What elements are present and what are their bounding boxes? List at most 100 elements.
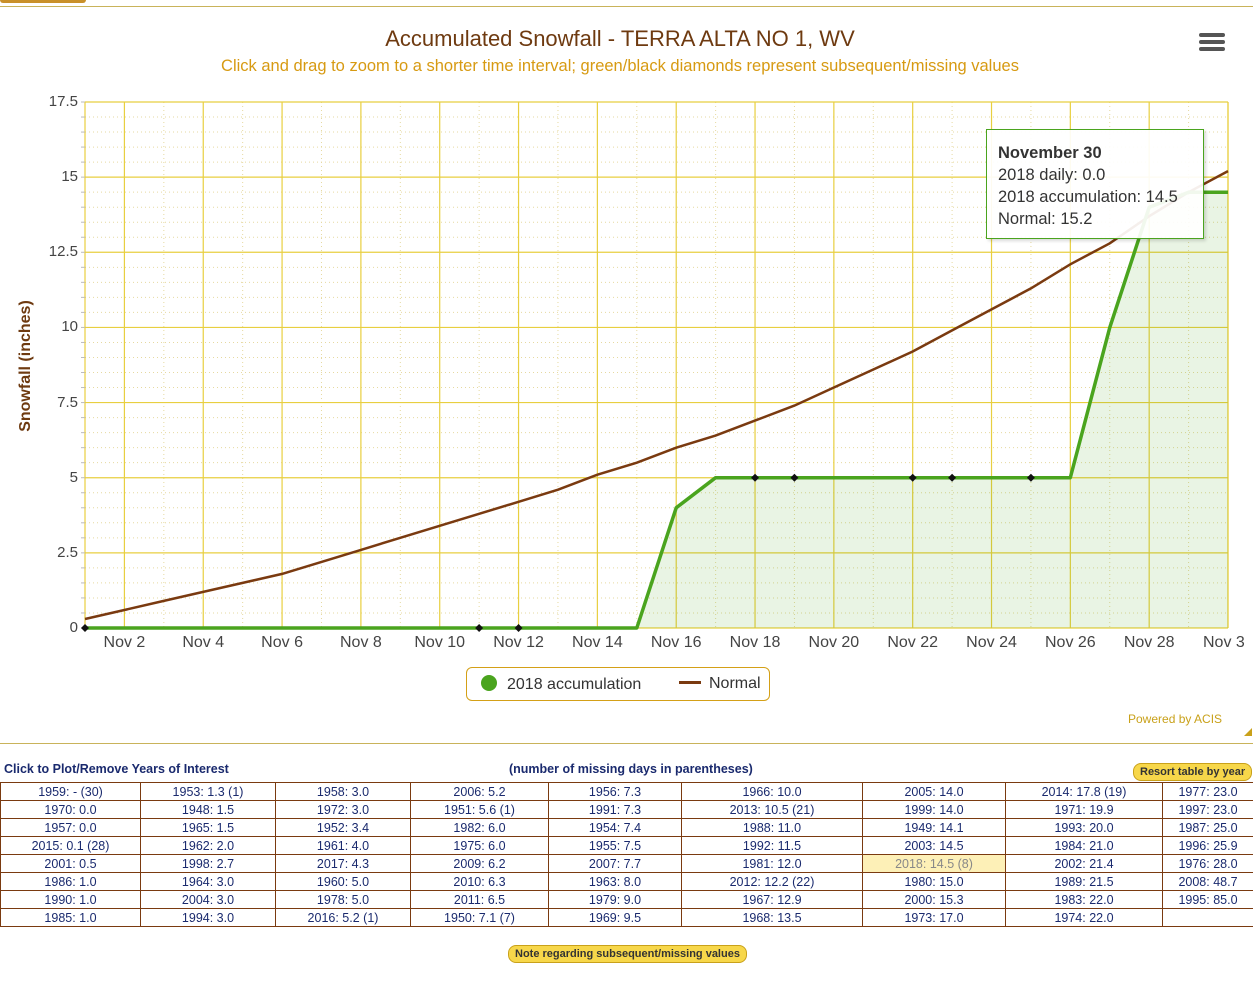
year-cell[interactable]: 1976: 28.0	[1162, 854, 1253, 873]
year-cell[interactable]: 1980: 15.0	[862, 872, 1006, 891]
x-tick-label: Nov 16	[650, 634, 702, 651]
missing-diamond	[81, 624, 89, 632]
year-cell[interactable]: 1952: 3.4	[275, 818, 411, 837]
tooltip-accumulation: 2018 accumulation: 14.5	[998, 188, 1178, 206]
credit-link[interactable]: Powered by ACIS	[1128, 712, 1223, 726]
year-cell[interactable]: 1965: 1.5	[140, 818, 276, 837]
hamburger-menu-icon[interactable]	[1196, 30, 1228, 60]
year-cell[interactable]: 2000: 15.3	[862, 890, 1006, 909]
year-cell[interactable]: 1990: 1.0	[0, 890, 141, 909]
table-row: 2001: 0.5 1998: 2.7 2017: 4.3 2009: 6.2 2007…	[0, 854, 1253, 873]
year-cell[interactable]: 1975: 6.0	[410, 836, 549, 855]
year-cell[interactable]: 1995: 85.0	[1162, 890, 1253, 909]
year-cell[interactable]: 1967: 12.9	[681, 890, 863, 909]
year-cell[interactable]: 1999: 14.0	[862, 800, 1006, 819]
x-tick-label: Nov 8	[339, 634, 382, 651]
tooltip-date: November 30	[998, 144, 1102, 162]
chart-svg[interactable]	[0, 8, 1253, 743]
legend-item-2018[interactable]: 2018 accumulation	[481, 675, 641, 694]
year-cell[interactable]: 1985: 1.0	[0, 908, 141, 927]
year-cell[interactable]: 2009: 6.2	[410, 854, 549, 873]
legend-label-normal: Normal	[709, 675, 761, 692]
year-cell[interactable]: 2018: 14.5 (8)	[862, 854, 1006, 873]
year-cell[interactable]: 1972: 3.0	[275, 800, 411, 819]
year-cell[interactable]: 1959: - (30)	[0, 782, 141, 801]
year-cell[interactable]: 1950: 7.1 (7)	[410, 908, 549, 927]
year-cell[interactable]: 1997: 23.0	[1162, 800, 1253, 819]
year-cell[interactable]: 1989: 21.5	[1005, 872, 1163, 891]
year-cell[interactable]: 1962: 2.0	[140, 836, 276, 855]
chart-container[interactable]: Accumulated Snowfall - TERRA ALTA NO 1, …	[0, 8, 1253, 743]
year-cell[interactable]: 1981: 12.0	[681, 854, 863, 873]
year-cell[interactable]: 2013: 10.5 (21)	[681, 800, 863, 819]
year-cell[interactable]: 2014: 17.8 (19)	[1005, 782, 1163, 801]
year-cell[interactable]: 1951: 5.6 (1)	[410, 800, 549, 819]
year-cell[interactable]: 1954: 7.4	[548, 818, 682, 837]
year-cell[interactable]: 1970: 0.0	[0, 800, 141, 819]
year-cell[interactable]: 1953: 1.3 (1)	[140, 782, 276, 801]
x-tick-label: Nov 14	[572, 634, 623, 651]
year-cell[interactable]: 1964: 3.0	[140, 872, 276, 891]
x-tick-label: Nov 24	[966, 634, 1017, 651]
missing-diamond	[790, 473, 799, 482]
year-cell[interactable]: 2004: 3.0	[140, 890, 276, 909]
resort-table-button[interactable]: Resort table by year	[1133, 763, 1253, 781]
year-cell[interactable]: 1961: 4.0	[275, 836, 411, 855]
bottom-divider	[0, 743, 1253, 744]
year-cell[interactable]: 2001: 0.5	[0, 854, 141, 873]
year-cell[interactable]: 2016: 5.2 (1)	[275, 908, 411, 927]
year-cell[interactable]: 2002: 21.4	[1005, 854, 1163, 873]
year-cell[interactable]: 1971: 19.9	[1005, 800, 1163, 819]
year-cell[interactable]: 1979: 9.0	[548, 890, 682, 909]
resize-handle-icon[interactable]	[1244, 728, 1252, 736]
year-cell[interactable]: 1958: 3.0	[275, 782, 411, 801]
year-cell[interactable]: 1955: 7.5	[548, 836, 682, 855]
tooltip-daily: 2018 daily: 0.0	[998, 166, 1106, 184]
year-cell[interactable]: 2017: 4.3	[275, 854, 411, 873]
year-cell[interactable]: 1968: 13.5	[681, 908, 863, 927]
chart-subtitle: Click and drag to zoom to a shorter time…	[221, 57, 1019, 75]
year-cell[interactable]: 1973: 17.0	[862, 908, 1006, 927]
missing-diamond	[514, 624, 523, 632]
year-cell[interactable]: 1991: 7.3	[548, 800, 682, 819]
year-cell[interactable]: 1978: 5.0	[275, 890, 411, 909]
year-cell[interactable]: 2015: 0.1 (28)	[0, 836, 141, 855]
year-cell[interactable]: 1969: 9.5	[548, 908, 682, 927]
year-cell[interactable]: 2003: 14.5	[862, 836, 1006, 855]
year-cell[interactable]: 1996: 25.9	[1162, 836, 1253, 855]
year-cell[interactable]: 1956: 7.3	[548, 782, 682, 801]
year-cell[interactable]: 1998: 2.7	[140, 854, 276, 873]
year-cell[interactable]: 1994: 3.0	[140, 908, 276, 927]
year-cell[interactable]: 2011: 6.5	[410, 890, 549, 909]
legend-item-normal[interactable]: Normal	[679, 675, 761, 693]
year-cell[interactable]: 1960: 5.0	[275, 872, 411, 891]
year-cell[interactable]: 2005: 14.0	[862, 782, 1006, 801]
year-cell[interactable]: 1963: 8.0	[548, 872, 682, 891]
tooltip-normal: Normal: 15.2	[998, 210, 1093, 228]
x-tick-label: Nov 20	[808, 634, 860, 651]
year-cell[interactable]: 2010: 6.3	[410, 872, 549, 891]
year-cell[interactable]: 1986: 1.0	[0, 872, 141, 891]
chart-title: Accumulated Snowfall - TERRA ALTA NO 1, …	[385, 26, 855, 51]
year-cell[interactable]: 1988: 11.0	[681, 818, 863, 837]
year-cell[interactable]: 1993: 20.0	[1005, 818, 1163, 837]
year-cell[interactable]: 1984: 21.0	[1005, 836, 1163, 855]
year-cell[interactable]: 1987: 25.0	[1162, 818, 1253, 837]
year-cell[interactable]: 2008: 48.7	[1162, 872, 1253, 891]
year-cell[interactable]: 2006: 5.2	[410, 782, 549, 801]
note-missing-values-button[interactable]: Note regarding subsequent/missing values	[508, 945, 747, 963]
year-cell[interactable]: 1977: 23.0	[1162, 782, 1253, 801]
missing-diamond	[948, 473, 957, 482]
year-cell[interactable]: 1957: 0.0	[0, 818, 141, 837]
year-cell[interactable]: 1992: 11.5	[681, 836, 863, 855]
y-tick-label: 5	[69, 468, 78, 486]
year-cell[interactable]: 1948: 1.5	[140, 800, 276, 819]
year-cell[interactable]: 1982: 6.0	[410, 818, 549, 837]
year-cell[interactable]: 1966: 10.0	[681, 782, 863, 801]
year-cell[interactable]: 1983: 22.0	[1005, 890, 1163, 909]
year-cell[interactable]: 2012: 12.2 (22)	[681, 872, 863, 891]
year-cell[interactable]: 2007: 7.7	[548, 854, 682, 873]
year-cell[interactable]: 1974: 22.0	[1005, 908, 1163, 927]
years-table: 1959: - (30) 1953: 1.3 (1) 1958: 3.0 2006: …	[0, 782, 1253, 927]
year-cell[interactable]: 1949: 14.1	[862, 818, 1006, 837]
